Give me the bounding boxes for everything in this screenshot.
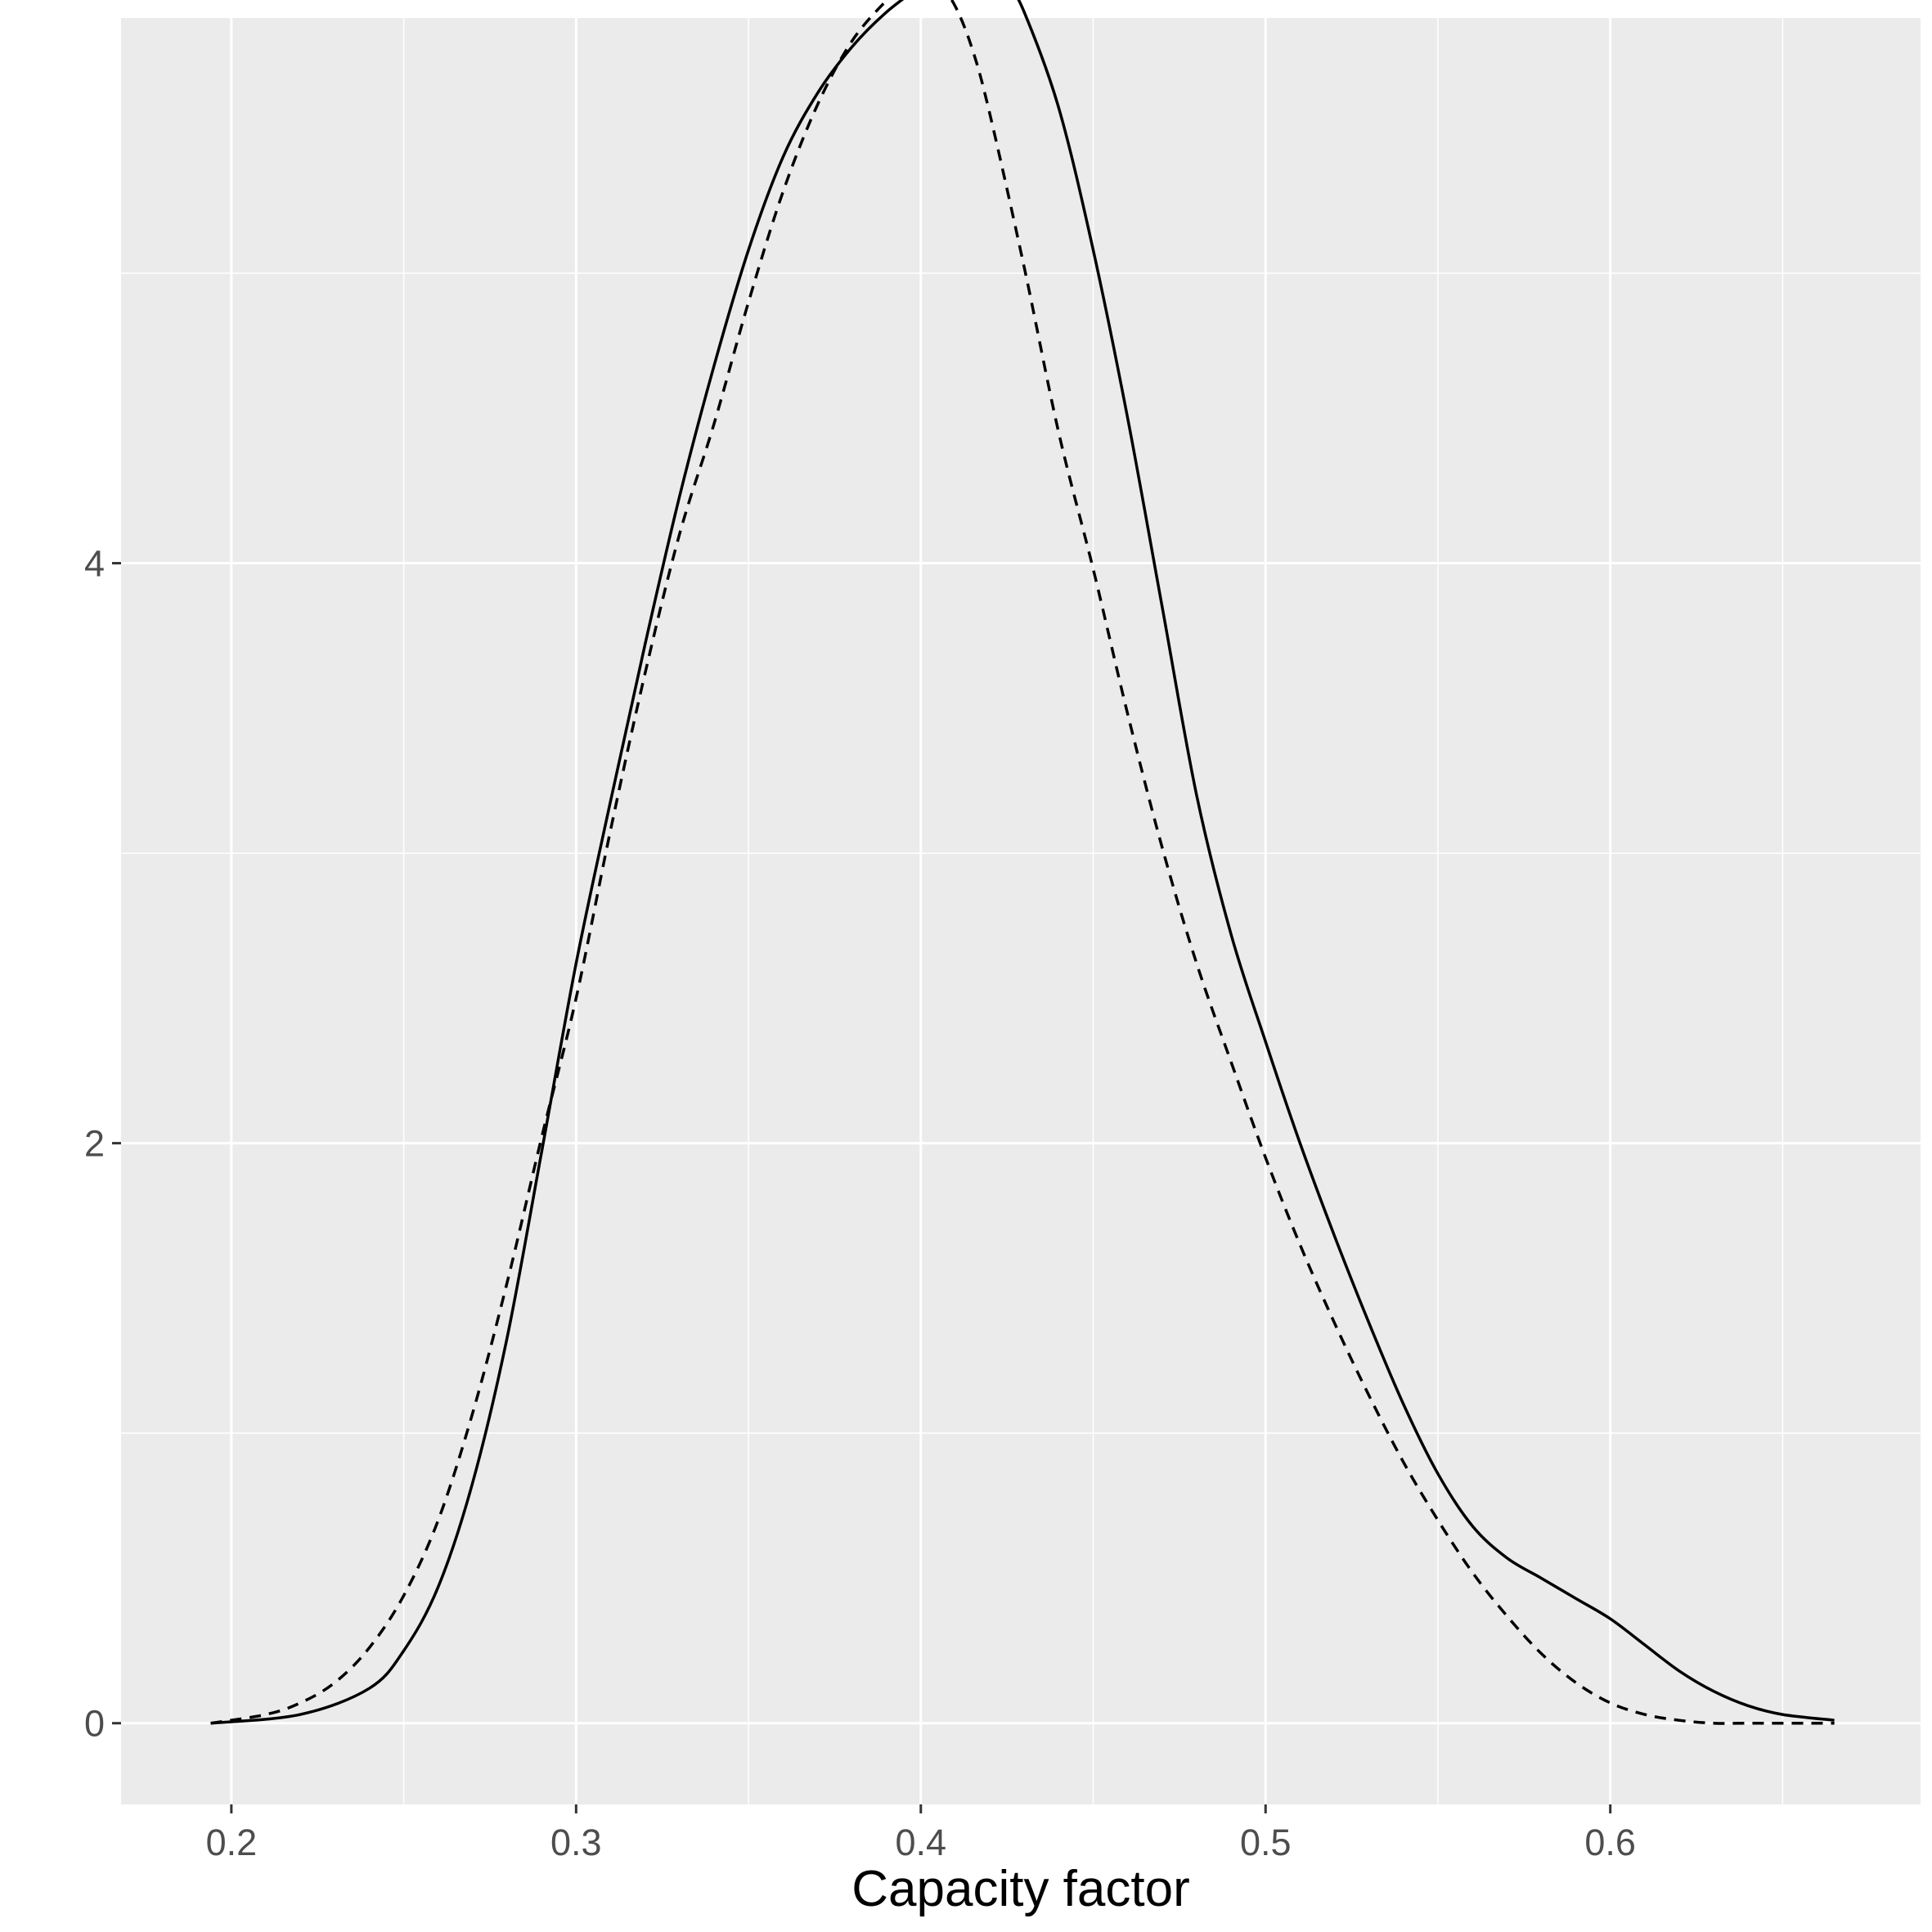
density-lines [210, 0, 1835, 1725]
x-axis-title: Capacity factor [851, 1861, 1190, 1917]
y-tick-label: 2 [84, 1123, 105, 1165]
y-tick-label: 0 [84, 1703, 105, 1745]
x-axis-tick-labels: 0.2 0.3 0.4 0.5 0.6 [206, 1822, 1636, 1863]
minor-gridlines [121, 18, 1921, 1804]
axis-ticks [112, 562, 1612, 1813]
x-tick-label: 0.2 [206, 1822, 258, 1863]
dashed-density-line [210, 0, 1835, 1725]
y-tick-label: 4 [84, 543, 105, 585]
major-gridlines [121, 18, 1921, 1804]
x-tick-label: 0.4 [895, 1822, 946, 1863]
x-tick-label: 0.5 [1240, 1822, 1292, 1863]
x-tick-label: 0.6 [1584, 1822, 1636, 1863]
panel-background [121, 18, 1921, 1804]
x-tick-label: 0.3 [550, 1822, 602, 1863]
y-axis-tick-labels: 0 2 4 [84, 543, 105, 1745]
